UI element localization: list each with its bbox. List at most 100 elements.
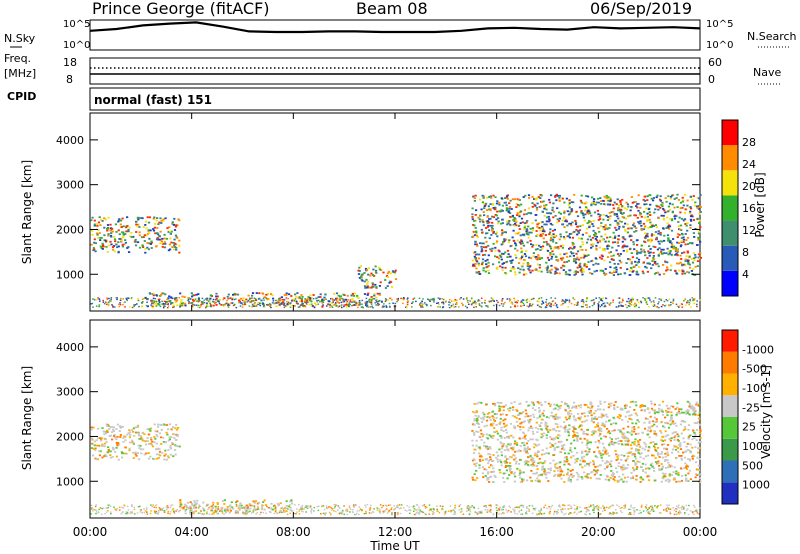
heat-cell — [547, 480, 550, 482]
heat-cell — [474, 214, 477, 216]
heat-cell — [519, 481, 522, 483]
heat-cell — [620, 431, 623, 434]
heat-cell — [477, 415, 480, 417]
heat-cell — [602, 226, 605, 228]
heat-cell — [515, 206, 518, 208]
heat-cell — [513, 218, 516, 221]
heat-cell — [595, 418, 598, 420]
heat-cell — [618, 429, 622, 432]
heat-cell — [639, 213, 642, 216]
heat-cell — [655, 226, 658, 229]
heat-cell — [187, 298, 190, 301]
heat-cell — [517, 300, 519, 302]
heat-cell — [477, 401, 481, 404]
heat-cell — [98, 298, 101, 300]
heat-cell — [545, 298, 548, 301]
heat-cell — [573, 427, 576, 429]
heat-cell — [634, 302, 636, 305]
heat-cell — [383, 303, 385, 305]
heat-cell — [635, 264, 638, 266]
heat-cell — [561, 264, 565, 267]
heat-cell — [106, 298, 109, 300]
heat-cell — [278, 302, 280, 304]
heat-cell — [475, 243, 478, 246]
heat-cell — [558, 196, 561, 199]
heat-cell — [696, 305, 698, 308]
heat-cell — [246, 301, 249, 303]
heat-cell — [618, 297, 621, 299]
heat-cell — [513, 216, 516, 219]
heat-cell — [622, 305, 624, 307]
heat-cell — [515, 256, 518, 259]
heat-cell — [477, 216, 480, 219]
heat-cell — [509, 199, 512, 202]
heat-cell — [135, 220, 138, 223]
heat-cell — [488, 196, 491, 198]
heat-cell — [532, 464, 536, 467]
heat-cell — [178, 239, 181, 242]
heat-cell — [286, 301, 288, 303]
heat-cell — [603, 302, 606, 304]
heat-cell — [600, 437, 603, 440]
heat-cell — [646, 418, 649, 420]
heat-cell — [573, 271, 576, 274]
heat-cell — [171, 297, 174, 300]
heat-cell — [153, 300, 156, 302]
heat-cell — [580, 305, 583, 308]
heat-cell — [505, 424, 508, 427]
heat-cell — [226, 509, 230, 512]
heat-cell — [170, 230, 173, 233]
heat-cell — [675, 457, 678, 460]
heat-cell — [532, 416, 536, 419]
heat-cell — [554, 418, 557, 420]
heat-cell — [609, 477, 612, 479]
heat-cell — [131, 441, 134, 443]
heat-cell — [507, 448, 510, 451]
heat-cell — [452, 305, 455, 308]
heat-cell — [615, 203, 618, 205]
heat-cell — [688, 401, 691, 404]
heat-cell — [583, 255, 586, 258]
heat-cell — [680, 432, 683, 435]
heat-cell — [482, 433, 485, 436]
heat-cell — [548, 305, 551, 307]
heat-cell — [507, 222, 510, 225]
heat-cell — [480, 432, 483, 435]
heat-cell — [567, 468, 570, 471]
heat-cell — [665, 421, 668, 424]
heat-cell — [525, 250, 528, 252]
heat-cell — [280, 303, 283, 305]
heat-cell — [580, 267, 583, 270]
heat-cell — [100, 439, 103, 442]
heat-cell — [283, 302, 286, 305]
heat-cell — [661, 435, 665, 438]
heat-cell — [489, 203, 492, 205]
heat-cell — [552, 253, 555, 256]
heat-cell — [155, 433, 158, 436]
heat-cell — [554, 297, 557, 299]
heat-cell — [622, 236, 625, 238]
heat-cell — [497, 220, 500, 223]
heat-cell — [564, 220, 567, 223]
heat-cell — [343, 300, 346, 303]
heat-cell — [681, 252, 684, 254]
heat-cell — [173, 248, 176, 251]
heat-cell — [102, 301, 105, 303]
heat-cell — [146, 298, 149, 300]
heat-cell — [643, 448, 646, 451]
heat-cell — [487, 220, 490, 222]
heat-cell — [505, 273, 508, 275]
heat-cell — [569, 470, 572, 472]
heat-cell — [386, 276, 390, 278]
heat-cell — [442, 303, 445, 305]
heat-cell — [639, 222, 642, 225]
heat-cell — [475, 462, 478, 465]
heat-cell — [238, 302, 240, 304]
heat-cell — [361, 279, 364, 282]
heat-cell — [624, 407, 627, 410]
heat-cell — [509, 216, 512, 218]
heat-cell — [172, 304, 175, 307]
heat-cell — [146, 242, 149, 244]
heat-cell — [561, 223, 564, 226]
heat-cell — [341, 306, 343, 309]
